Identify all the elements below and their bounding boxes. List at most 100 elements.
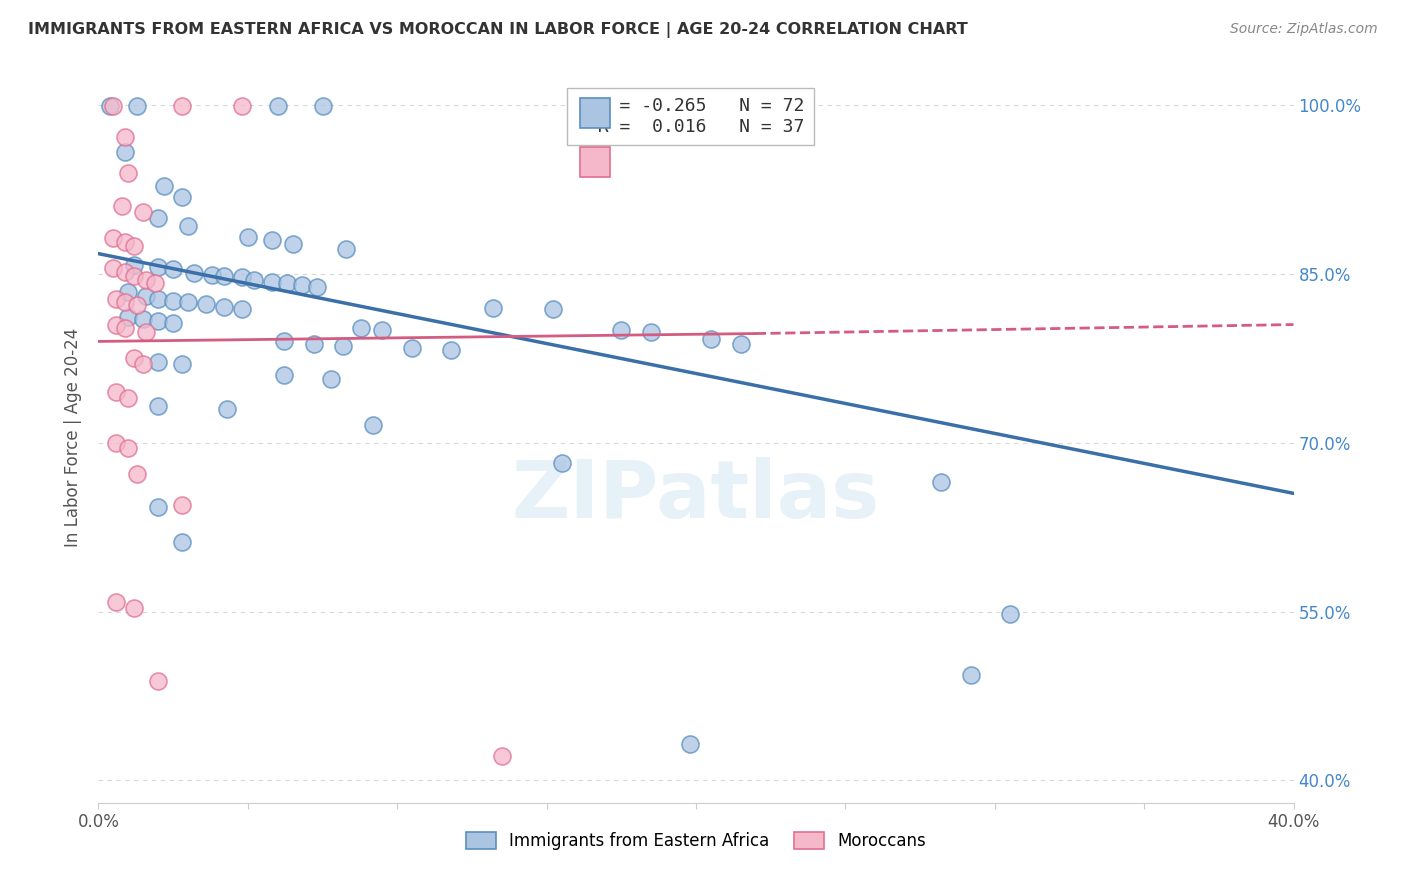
Point (371, 323, 394, 337)
Point (195, 297, 218, 311)
Point (105, 318, 128, 332)
Point (172, 190, 194, 204)
Point (172, 498, 194, 512)
FancyBboxPatch shape (581, 146, 610, 178)
Point (267, 99, 290, 113)
Point (260, 233, 283, 247)
Point (236, 229, 259, 244)
Point (311, 99, 333, 113)
Point (135, 272, 157, 286)
Point (103, 99, 125, 113)
Point (105, 595, 128, 609)
Point (148, 260, 170, 275)
Point (132, 357, 155, 371)
Point (550, 456, 572, 470)
Point (148, 674, 170, 689)
Point (148, 211, 170, 225)
Legend: Immigrants from Eastern Africa, Moroccans: Immigrants from Eastern Africa, Moroccan… (458, 825, 934, 856)
Point (148, 500, 170, 514)
Point (148, 399, 170, 413)
Point (276, 276, 298, 290)
Point (117, 442, 139, 456)
Point (114, 145, 136, 160)
Point (215, 401, 238, 416)
Text: ZIPatlas: ZIPatlas (512, 457, 880, 534)
Point (440, 343, 463, 358)
Point (231, 270, 253, 285)
Point (148, 354, 170, 368)
Point (640, 326, 662, 340)
Point (929, 475, 952, 489)
Point (103, 261, 125, 276)
Point (201, 268, 224, 282)
Point (291, 278, 314, 293)
Point (183, 266, 205, 280)
Point (124, 239, 146, 253)
Point (105, 385, 128, 400)
Point (700, 332, 723, 346)
Text: Source: ZipAtlas.com: Source: ZipAtlas.com (1230, 22, 1378, 37)
Point (273, 368, 295, 383)
Point (172, 357, 194, 371)
Point (679, 737, 702, 751)
Point (162, 317, 184, 331)
Point (350, 321, 373, 335)
Point (273, 334, 295, 349)
Point (135, 289, 157, 303)
Point (153, 179, 176, 194)
Point (148, 292, 170, 306)
FancyBboxPatch shape (581, 98, 610, 128)
Point (124, 258, 146, 272)
Point (127, 99, 149, 113)
Point (260, 275, 283, 289)
Point (111, 199, 134, 213)
Point (114, 235, 136, 250)
Point (114, 295, 136, 310)
Point (117, 310, 139, 324)
Point (135, 326, 157, 340)
Point (117, 285, 139, 299)
Point (172, 99, 194, 113)
Point (332, 339, 354, 353)
Point (98, 99, 122, 113)
Point (127, 467, 149, 482)
Point (103, 231, 125, 245)
Text: R = -0.265   N = 72
  R =  0.016   N = 37: R = -0.265 N = 72 R = 0.016 N = 37 (576, 97, 804, 136)
Point (243, 272, 266, 286)
Point (730, 336, 752, 351)
Y-axis label: In Labor Force | Age 20-24: In Labor Force | Age 20-24 (65, 327, 83, 547)
Point (127, 298, 149, 312)
Point (132, 205, 155, 219)
Point (177, 219, 200, 233)
Point (305, 280, 328, 294)
Point (363, 417, 385, 432)
Point (114, 265, 136, 279)
Point (401, 341, 423, 355)
Point (541, 301, 564, 316)
Point (281, 236, 304, 251)
Point (335, 242, 357, 256)
Point (172, 534, 194, 549)
Point (114, 321, 136, 335)
Point (177, 295, 200, 310)
Point (231, 301, 253, 316)
Point (124, 351, 146, 366)
Point (143, 276, 166, 290)
Point (212, 300, 235, 314)
Point (610, 323, 633, 337)
Point (105, 435, 128, 450)
Point (117, 166, 139, 180)
Point (117, 391, 139, 405)
Point (231, 99, 253, 113)
Point (321, 371, 343, 385)
Point (105, 292, 128, 306)
Point (148, 314, 170, 328)
Text: IMMIGRANTS FROM EASTERN AFRICA VS MOROCCAN IN LABOR FORCE | AGE 20-24 CORRELATIO: IMMIGRANTS FROM EASTERN AFRICA VS MOROCC… (28, 22, 967, 38)
Point (162, 262, 184, 277)
Point (124, 269, 146, 284)
Point (482, 301, 505, 315)
Point (212, 269, 235, 284)
Point (124, 601, 146, 615)
Point (998, 607, 1021, 621)
Point (491, 748, 513, 763)
